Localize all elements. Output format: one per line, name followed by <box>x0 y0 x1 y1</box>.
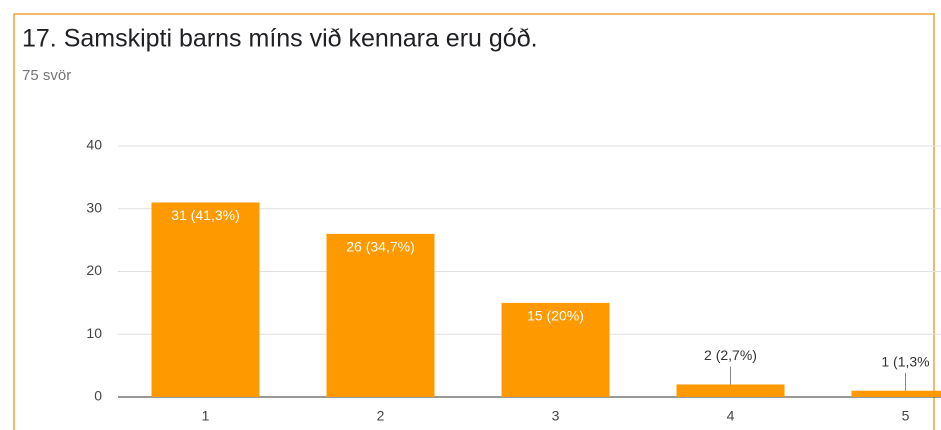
x-tick-label: 5 <box>902 408 910 424</box>
bar <box>676 384 785 397</box>
x-tick-label: 2 <box>377 408 385 424</box>
bar <box>501 302 610 397</box>
bar <box>326 233 435 397</box>
x-tick-label: 1 <box>202 408 210 424</box>
value-label: 26 (34,7%) <box>346 239 414 255</box>
bar <box>151 202 260 397</box>
chart-subtitle: 75 svör <box>22 67 71 84</box>
chart-title: 17. Samskipti barns míns við kennara eru… <box>22 25 538 53</box>
x-tick-label: 4 <box>727 408 735 424</box>
bar <box>851 390 941 397</box>
card-border <box>13 13 935 430</box>
y-tick-label: 40 <box>86 137 102 153</box>
value-label: 1 (1,3% <box>881 353 929 369</box>
value-label: 15 (20%) <box>527 308 584 324</box>
y-tick-label: 30 <box>86 199 102 215</box>
y-tick-label: 10 <box>86 325 102 341</box>
value-label: 31 (41,3%) <box>171 207 239 223</box>
value-label: 2 (2,7%) <box>704 347 757 363</box>
y-tick-label: 20 <box>86 262 102 278</box>
x-tick-label: 3 <box>552 408 560 424</box>
y-tick-label: 0 <box>94 388 102 404</box>
